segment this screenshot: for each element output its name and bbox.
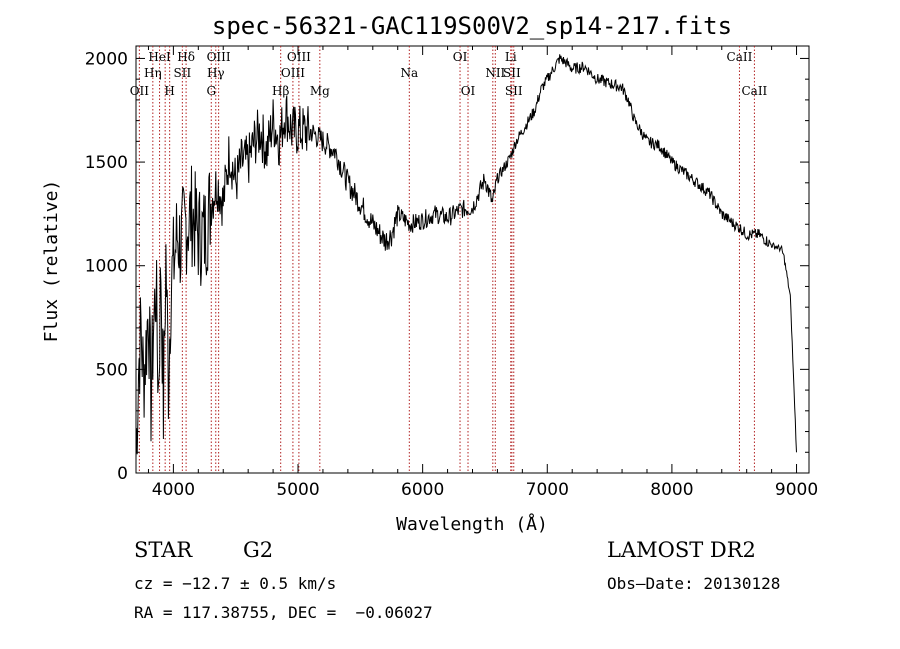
y-tick-label: 1000 [85,257,128,277]
spectral-line-labels: OIIHηHeIHSIIHδGHγOIIIHβOIIIOIIIMgNaOIOIN… [130,50,768,98]
line-marker-label: CaII [741,84,767,98]
chart-title: spec-56321-GAC119S00V2_sp14-217.fits [212,12,732,40]
object-class: STAR [134,538,193,562]
x-tick-label: 7000 [526,480,569,500]
x-tick-label: 6000 [401,480,444,500]
line-marker-label: OI [453,50,468,64]
line-marker-label: OIII [281,66,305,80]
line-marker-label: NII [485,66,505,80]
line-marker-label: Hγ [207,66,225,80]
line-marker-label: SII [174,66,192,80]
line-marker-label: OIII [287,50,311,64]
y-tick-label: 1500 [85,153,128,173]
x-axis: 4000 5000 6000 7000 8000 9000 [147,46,818,500]
x-tick-label: 8000 [650,480,693,500]
line-marker-label: H [164,84,174,98]
y-tick-label: 0 [117,464,128,484]
plot-frame [135,45,810,474]
line-marker-label: OIII [207,50,231,64]
redshift-readout: cz = −12.7 ± 0.5 km/s [134,574,337,593]
y-axis-label: Flux (relative) [41,180,62,343]
line-marker-label: Li [505,50,517,64]
x-tick-label: 9000 [775,480,818,500]
line-marker-label: Hη [144,66,162,80]
line-marker-label: OI [461,84,476,98]
line-marker-label: OII [130,84,150,98]
observation-date: Obs–Date: 20130128 [607,574,781,593]
flux-series-line [135,54,797,458]
object-subclass: G2 [243,538,274,562]
line-marker-label: Hβ [272,84,289,98]
line-marker-label: G [206,84,216,98]
line-marker-label: HeI [148,50,171,64]
line-marker-label: SII [505,84,523,98]
x-tick-label: 5000 [276,480,319,500]
x-axis-label: Wavelength (Å) [396,513,548,535]
line-marker-label: SII [503,66,521,80]
line-marker-label: Hδ [177,50,195,64]
y-tick-label: 500 [96,360,128,380]
coordinates-readout: RA = 117.38755, DEC = −0.06027 [134,603,433,622]
line-marker-label: CaII [727,50,753,64]
y-axis: 0 500 1000 1500 2000 [85,49,809,484]
x-tick-label: 4000 [152,480,195,500]
y-tick-label: 2000 [85,49,128,69]
spectral-line-markers [138,46,755,473]
survey-name: LAMOST DR2 [607,538,756,562]
line-marker-label: Na [400,66,418,80]
line-marker-label: Mg [310,84,330,98]
plot-border [135,45,810,474]
